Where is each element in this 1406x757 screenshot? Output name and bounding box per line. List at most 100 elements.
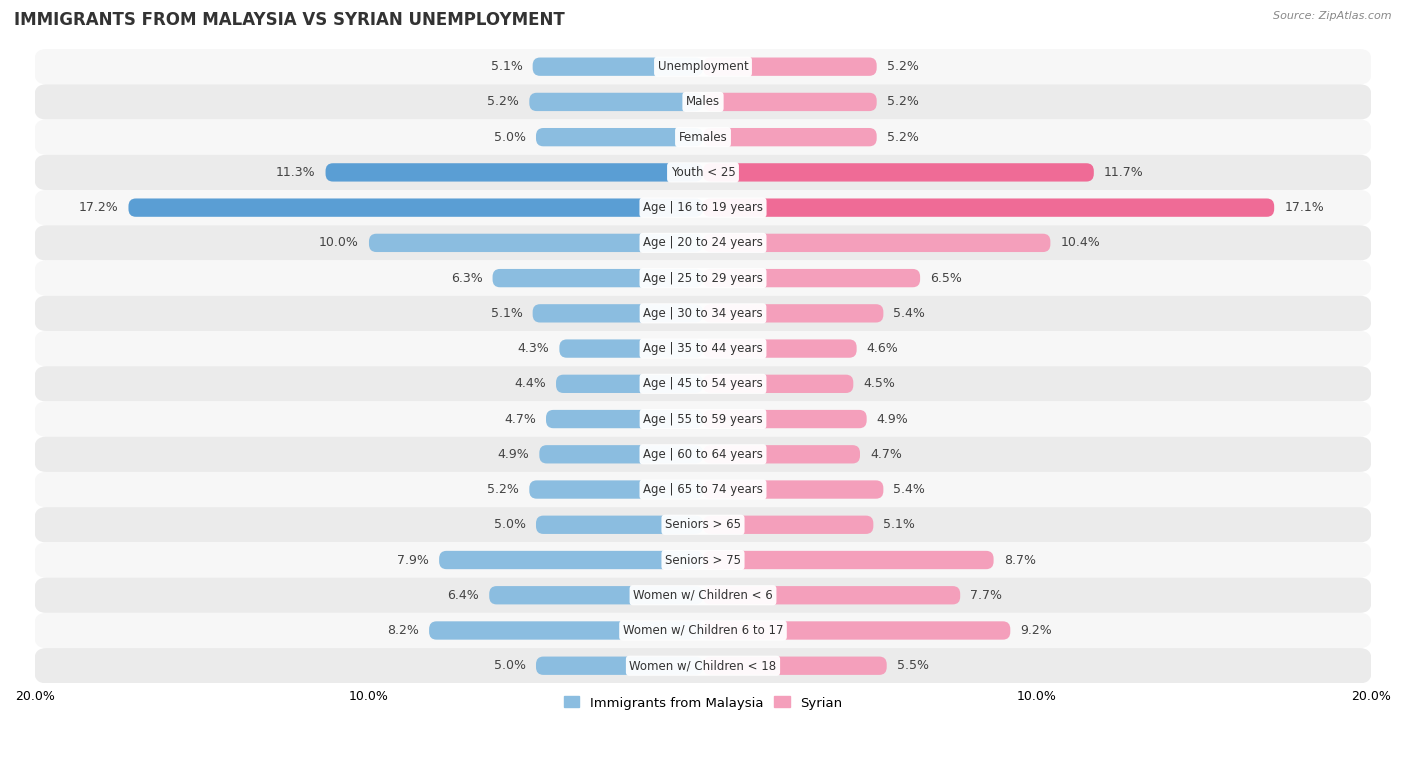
FancyBboxPatch shape (703, 516, 873, 534)
FancyBboxPatch shape (703, 128, 877, 146)
FancyBboxPatch shape (703, 445, 860, 463)
FancyBboxPatch shape (536, 128, 703, 146)
Text: 17.2%: 17.2% (79, 201, 118, 214)
FancyBboxPatch shape (703, 304, 883, 322)
Text: 6.4%: 6.4% (447, 589, 479, 602)
Text: 5.1%: 5.1% (883, 519, 915, 531)
FancyBboxPatch shape (536, 516, 703, 534)
FancyBboxPatch shape (34, 331, 1372, 366)
FancyBboxPatch shape (326, 164, 703, 182)
FancyBboxPatch shape (703, 269, 920, 287)
Text: Seniors > 75: Seniors > 75 (665, 553, 741, 566)
Text: Age | 55 to 59 years: Age | 55 to 59 years (643, 413, 763, 425)
FancyBboxPatch shape (703, 93, 877, 111)
Text: 6.3%: 6.3% (451, 272, 482, 285)
FancyBboxPatch shape (439, 551, 703, 569)
FancyBboxPatch shape (34, 260, 1372, 296)
FancyBboxPatch shape (34, 648, 1372, 684)
Text: Age | 60 to 64 years: Age | 60 to 64 years (643, 448, 763, 461)
Text: 5.4%: 5.4% (893, 307, 925, 320)
FancyBboxPatch shape (533, 58, 703, 76)
Text: IMMIGRANTS FROM MALAYSIA VS SYRIAN UNEMPLOYMENT: IMMIGRANTS FROM MALAYSIA VS SYRIAN UNEMP… (14, 11, 565, 30)
Text: 5.5%: 5.5% (897, 659, 929, 672)
FancyBboxPatch shape (34, 296, 1372, 331)
FancyBboxPatch shape (533, 304, 703, 322)
FancyBboxPatch shape (540, 445, 703, 463)
Text: Women w/ Children < 6: Women w/ Children < 6 (633, 589, 773, 602)
Text: 5.1%: 5.1% (491, 61, 523, 73)
FancyBboxPatch shape (368, 234, 703, 252)
Text: 5.0%: 5.0% (494, 131, 526, 144)
Text: 8.7%: 8.7% (1004, 553, 1036, 566)
Text: 11.3%: 11.3% (276, 166, 315, 179)
Text: Women w/ Children < 18: Women w/ Children < 18 (630, 659, 776, 672)
Text: 5.0%: 5.0% (494, 659, 526, 672)
Text: 10.0%: 10.0% (319, 236, 359, 249)
Text: 4.3%: 4.3% (517, 342, 550, 355)
FancyBboxPatch shape (34, 120, 1372, 154)
Text: Unemployment: Unemployment (658, 61, 748, 73)
Text: Age | 45 to 54 years: Age | 45 to 54 years (643, 377, 763, 391)
Legend: Immigrants from Malaysia, Syrian: Immigrants from Malaysia, Syrian (558, 691, 848, 715)
FancyBboxPatch shape (703, 198, 1274, 217)
FancyBboxPatch shape (703, 586, 960, 604)
FancyBboxPatch shape (529, 93, 703, 111)
Text: Seniors > 65: Seniors > 65 (665, 519, 741, 531)
FancyBboxPatch shape (34, 154, 1372, 190)
FancyBboxPatch shape (560, 339, 703, 358)
Text: 4.7%: 4.7% (505, 413, 536, 425)
Text: Age | 16 to 19 years: Age | 16 to 19 years (643, 201, 763, 214)
FancyBboxPatch shape (703, 656, 887, 675)
FancyBboxPatch shape (555, 375, 703, 393)
FancyBboxPatch shape (703, 375, 853, 393)
FancyBboxPatch shape (492, 269, 703, 287)
FancyBboxPatch shape (34, 437, 1372, 472)
FancyBboxPatch shape (34, 190, 1372, 226)
Text: Age | 65 to 74 years: Age | 65 to 74 years (643, 483, 763, 496)
Text: 4.6%: 4.6% (866, 342, 898, 355)
FancyBboxPatch shape (34, 366, 1372, 401)
FancyBboxPatch shape (34, 543, 1372, 578)
Text: 4.5%: 4.5% (863, 377, 896, 391)
Text: Age | 25 to 29 years: Age | 25 to 29 years (643, 272, 763, 285)
FancyBboxPatch shape (703, 234, 1050, 252)
Text: 5.0%: 5.0% (494, 519, 526, 531)
FancyBboxPatch shape (34, 578, 1372, 613)
Text: 5.4%: 5.4% (893, 483, 925, 496)
FancyBboxPatch shape (34, 84, 1372, 120)
Text: 4.9%: 4.9% (877, 413, 908, 425)
Text: 6.5%: 6.5% (931, 272, 962, 285)
Text: 8.2%: 8.2% (387, 624, 419, 637)
Text: 4.9%: 4.9% (498, 448, 529, 461)
Text: 10.4%: 10.4% (1060, 236, 1099, 249)
FancyBboxPatch shape (34, 613, 1372, 648)
FancyBboxPatch shape (34, 226, 1372, 260)
FancyBboxPatch shape (34, 401, 1372, 437)
FancyBboxPatch shape (34, 472, 1372, 507)
Text: Age | 20 to 24 years: Age | 20 to 24 years (643, 236, 763, 249)
Text: 7.7%: 7.7% (970, 589, 1002, 602)
Text: 4.7%: 4.7% (870, 448, 901, 461)
Text: 7.9%: 7.9% (398, 553, 429, 566)
Text: 5.2%: 5.2% (488, 483, 519, 496)
Text: Source: ZipAtlas.com: Source: ZipAtlas.com (1274, 11, 1392, 21)
Text: Age | 30 to 34 years: Age | 30 to 34 years (643, 307, 763, 320)
FancyBboxPatch shape (489, 586, 703, 604)
Text: Females: Females (679, 131, 727, 144)
FancyBboxPatch shape (703, 621, 1011, 640)
FancyBboxPatch shape (546, 410, 703, 428)
FancyBboxPatch shape (703, 551, 994, 569)
Text: 5.2%: 5.2% (488, 95, 519, 108)
FancyBboxPatch shape (703, 339, 856, 358)
Text: 5.1%: 5.1% (491, 307, 523, 320)
Text: 5.2%: 5.2% (887, 61, 918, 73)
FancyBboxPatch shape (34, 49, 1372, 84)
Text: Males: Males (686, 95, 720, 108)
Text: 11.7%: 11.7% (1104, 166, 1143, 179)
FancyBboxPatch shape (128, 198, 703, 217)
Text: Women w/ Children 6 to 17: Women w/ Children 6 to 17 (623, 624, 783, 637)
Text: 5.2%: 5.2% (887, 95, 918, 108)
Text: 9.2%: 9.2% (1021, 624, 1052, 637)
FancyBboxPatch shape (703, 481, 883, 499)
FancyBboxPatch shape (529, 481, 703, 499)
